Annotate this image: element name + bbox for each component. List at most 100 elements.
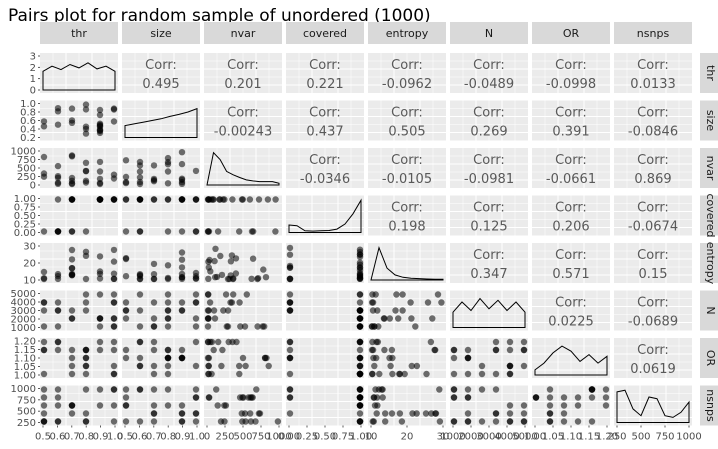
panel-entropy-size — [122, 243, 200, 283]
corr-value: -0.0998 — [546, 77, 596, 92]
scatter-point — [375, 386, 383, 393]
scatter-point — [192, 269, 200, 277]
scatter-point — [588, 418, 596, 425]
scatter-point — [356, 386, 364, 393]
density-curve-thr — [42, 62, 116, 91]
scatter-point — [286, 307, 294, 314]
x-tick-label: 1.05 — [542, 432, 564, 443]
scatter-point — [392, 307, 399, 314]
scatter-point — [464, 394, 472, 401]
panel-covered-N: Corr: 0.125 — [450, 195, 528, 236]
scatter-point — [110, 118, 118, 125]
panel-entropy-N: Corr: 0.347 — [450, 243, 528, 283]
scatter-point — [164, 299, 172, 306]
x-tick-label: 0.00 — [278, 432, 300, 443]
scatter-point — [396, 370, 404, 378]
scatter-point — [150, 275, 158, 283]
scatter-point — [492, 386, 500, 393]
panel-size-covered: Corr: 0.437 — [286, 100, 364, 141]
scatter-point — [40, 338, 48, 346]
scatter-point — [438, 299, 445, 306]
scatter-point — [261, 354, 269, 362]
y-tick-label: 1.00 — [14, 371, 36, 382]
corr-label: Corr: — [637, 296, 669, 311]
scatter-point — [520, 338, 528, 346]
scatter-point — [374, 338, 382, 346]
scatter-point — [286, 244, 294, 252]
scatter-point — [110, 270, 118, 277]
scatter-point — [54, 394, 62, 401]
scatter-point — [204, 338, 212, 346]
scatter-point — [286, 262, 294, 270]
strip-col-OR: OR — [532, 22, 610, 44]
scatter-point — [532, 394, 540, 401]
scatter-point — [96, 291, 104, 298]
scatter-point — [68, 256, 76, 263]
scatter-point — [110, 196, 118, 203]
scatter-point — [40, 386, 48, 393]
scatter-point — [429, 315, 436, 322]
panel-entropy-nvar — [204, 243, 282, 283]
scatter-point — [68, 246, 76, 254]
scatter-point — [40, 118, 48, 125]
corr-value: -0.0981 — [464, 172, 514, 187]
strip-bg — [700, 243, 718, 283]
x-tick-label: 3000 — [476, 432, 501, 443]
strip-bg — [368, 22, 446, 44]
strip-col-covered: covered — [286, 22, 364, 44]
y-tick-label: 1.05 — [14, 362, 36, 373]
scatter-point — [40, 123, 48, 130]
scatter-point — [136, 272, 144, 280]
x-tick-label: 0.9 — [93, 432, 109, 443]
corr-value: -0.0489 — [464, 77, 514, 92]
scatter-point — [178, 160, 186, 168]
scatter-point — [54, 346, 62, 354]
corr-label: Corr: — [391, 58, 423, 73]
scatter-point — [96, 323, 104, 330]
y-tick-label: 0 — [30, 86, 36, 97]
scatter-point — [54, 173, 62, 180]
panel-nsnps-entropy — [368, 385, 446, 426]
scatter-point — [450, 346, 458, 354]
scatter-point — [110, 386, 118, 393]
panel-covered-covered — [286, 195, 364, 236]
scatter-point — [230, 291, 237, 298]
scatter-point — [122, 173, 130, 181]
panel-N-entropy — [368, 290, 446, 331]
scatter-point — [215, 338, 222, 346]
scatter-point — [560, 410, 568, 417]
scatter-point — [136, 338, 144, 346]
scatter-point — [436, 386, 443, 393]
scatter-point — [396, 410, 404, 417]
scatter-point — [96, 175, 104, 183]
scatter-point — [54, 270, 62, 278]
scatter-point — [506, 338, 514, 346]
scatter-point — [464, 410, 472, 417]
scatter-point — [164, 354, 172, 362]
scatter-point — [82, 275, 90, 283]
scatter-point — [110, 346, 118, 354]
x-tick-label: 1.10 — [560, 432, 582, 443]
corr-label: Corr: — [637, 153, 669, 168]
scatter-point — [164, 275, 172, 283]
scatter-point — [356, 362, 364, 370]
scatter-point — [356, 370, 364, 378]
panel-size-size — [122, 100, 200, 141]
scatter-point — [205, 362, 212, 370]
strip-col-thr: thr — [40, 22, 118, 44]
scatter-point — [192, 167, 200, 175]
scatter-point — [520, 410, 528, 417]
scatter-point — [221, 418, 228, 425]
panel-covered-nvar — [204, 195, 282, 236]
corr-value: 0.571 — [552, 267, 589, 282]
scatter-point — [370, 354, 377, 362]
scatter-point — [210, 307, 218, 314]
strip-col-N: N — [450, 22, 528, 44]
scatter-point — [82, 125, 90, 133]
scatter-point — [164, 196, 172, 203]
scatter-point — [286, 410, 294, 417]
x-tick-label: 0.8 — [78, 432, 94, 443]
scatter-point — [286, 394, 294, 401]
scatter-point — [122, 157, 130, 164]
